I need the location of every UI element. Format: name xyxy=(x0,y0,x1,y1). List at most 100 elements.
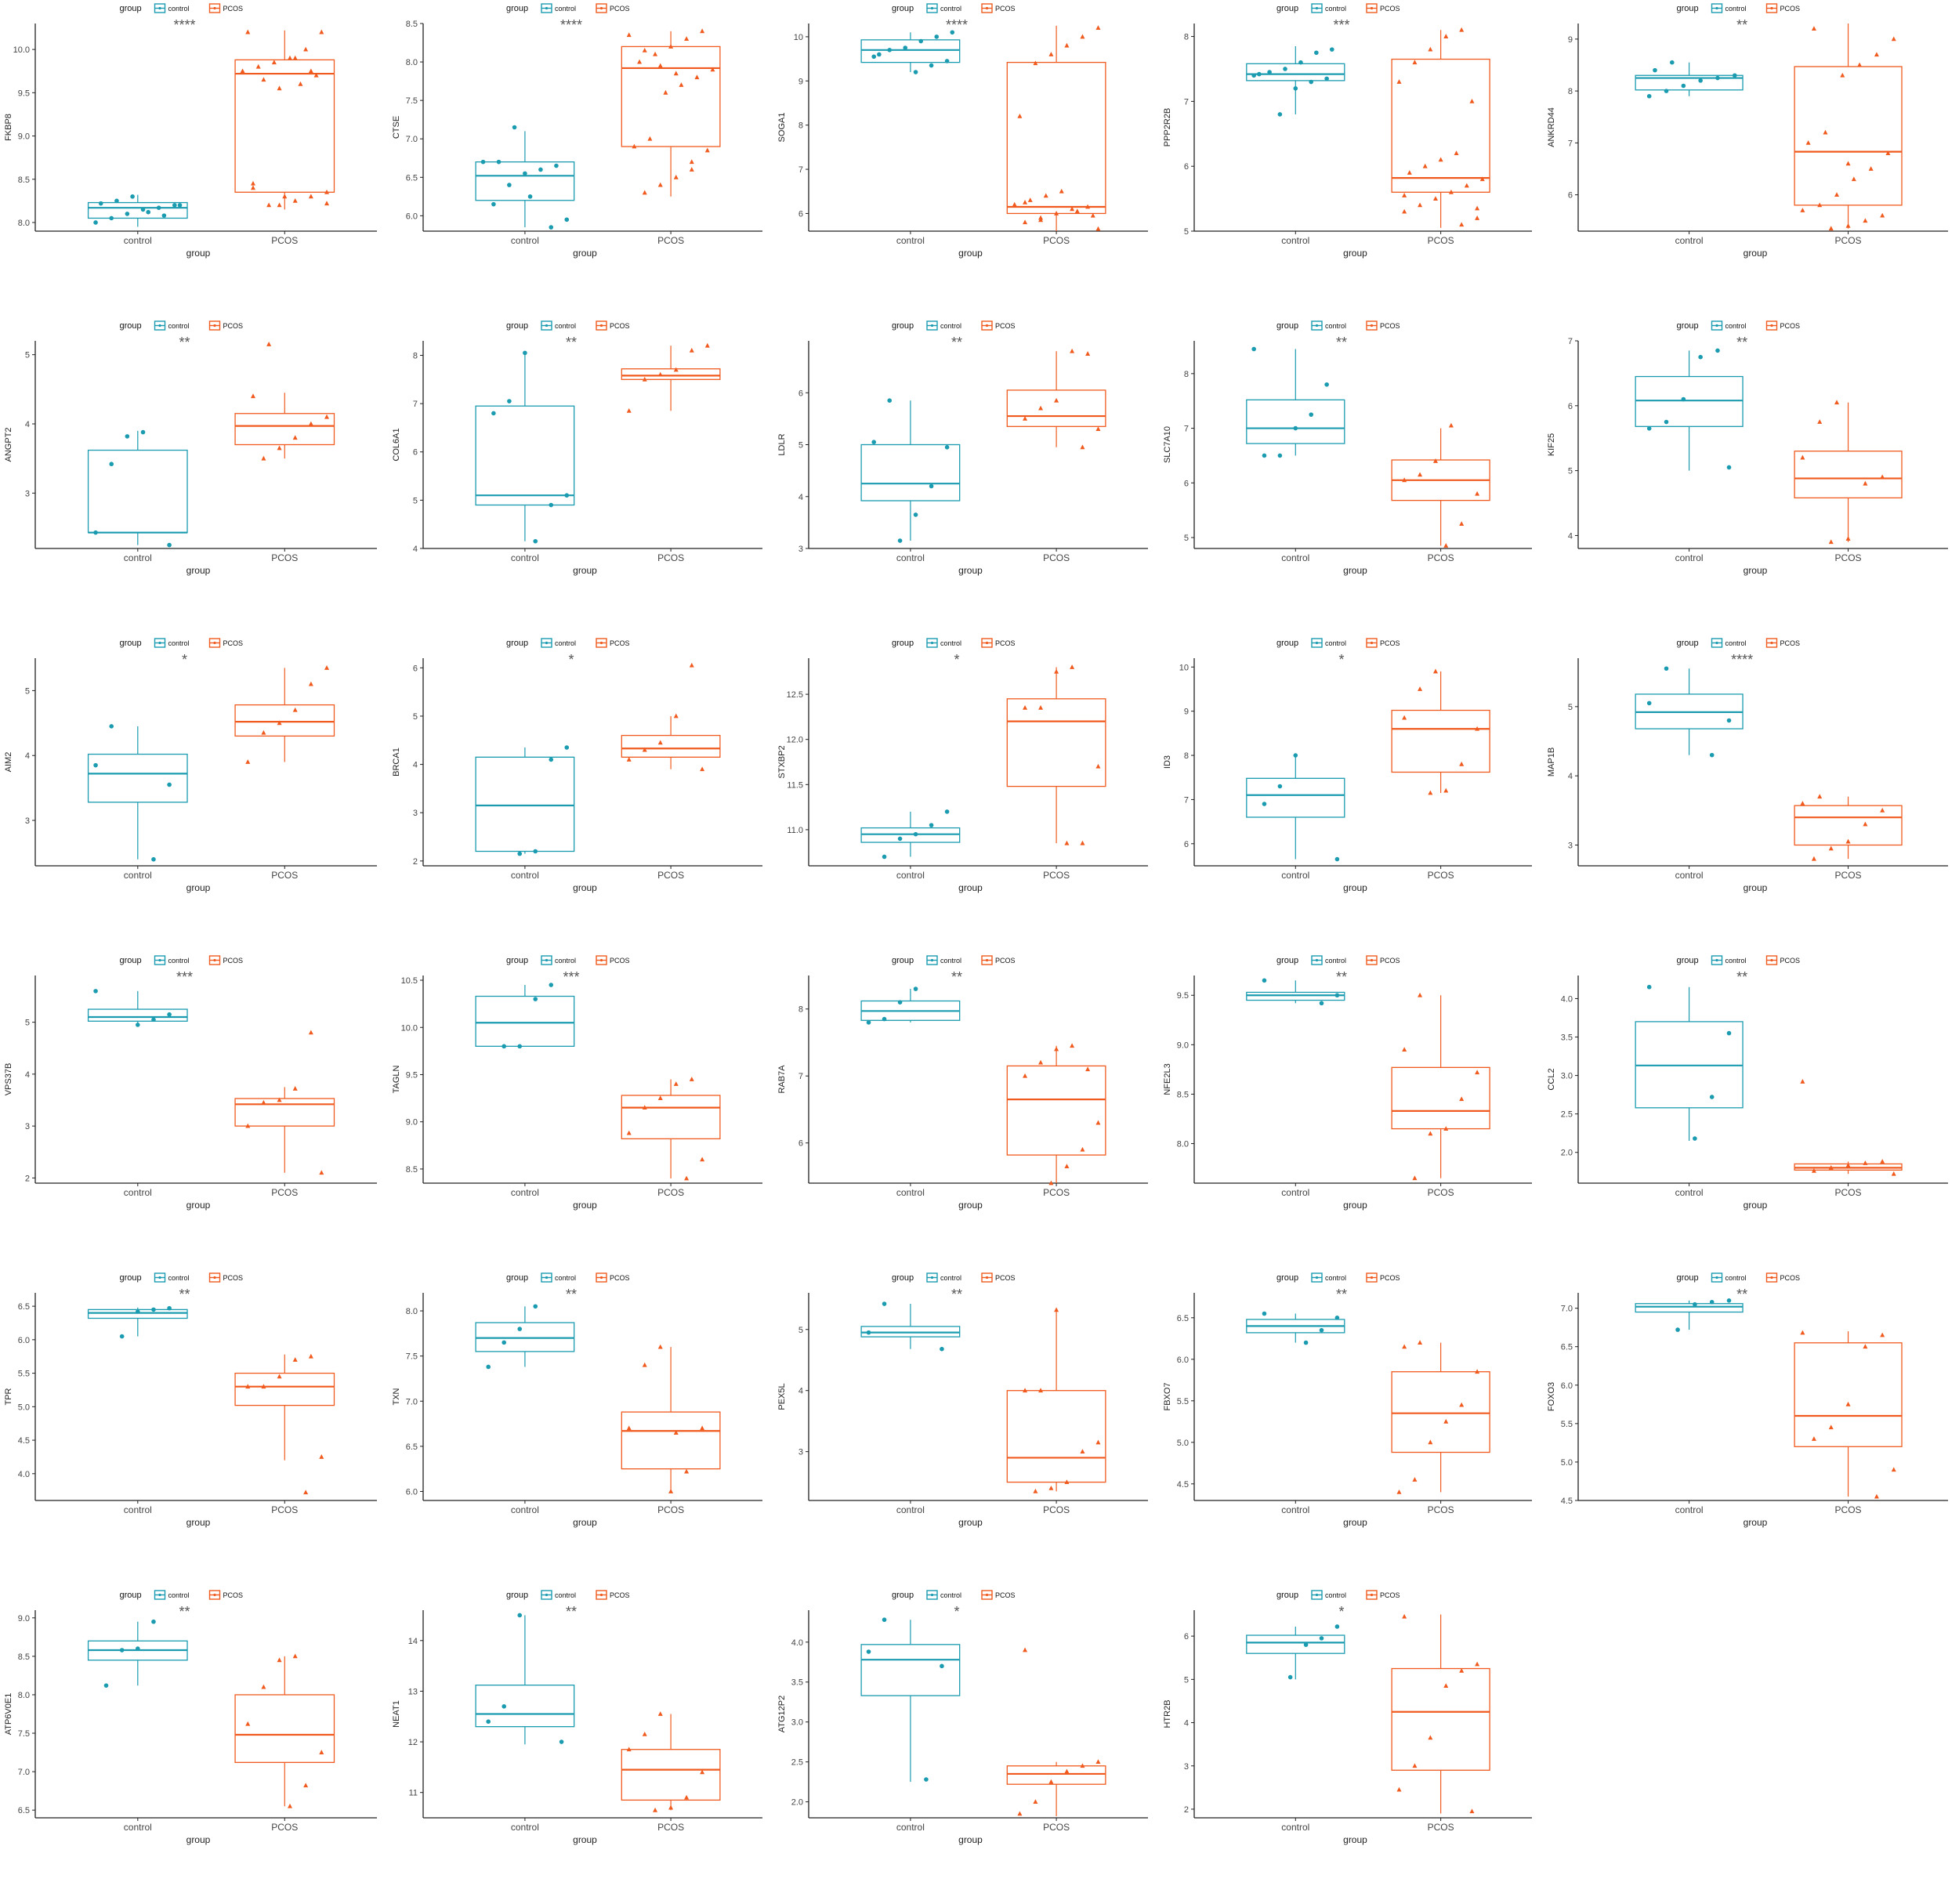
data-point xyxy=(887,48,893,52)
data-point xyxy=(167,782,172,787)
data-point xyxy=(1023,704,1028,710)
x-tick-label-control: control xyxy=(1281,552,1309,563)
data-point xyxy=(517,1327,523,1331)
data-point xyxy=(673,713,679,719)
x-axis-title: group xyxy=(1343,1200,1367,1211)
box-body xyxy=(1391,1371,1490,1453)
y-tick-label: 8.0 xyxy=(406,1307,418,1316)
y-tick-label: 6 xyxy=(798,389,803,398)
box-body xyxy=(87,753,188,803)
x-tick-label-pcos: PCOS xyxy=(1428,552,1454,563)
data-point xyxy=(140,429,146,435)
x-axis-title: group xyxy=(186,565,211,576)
legend-title: group xyxy=(892,1591,914,1600)
data-point xyxy=(303,1490,309,1495)
y-tick-label: 5 xyxy=(1184,1675,1189,1685)
y-tick-label: 8 xyxy=(1184,751,1189,761)
data-point xyxy=(277,720,282,726)
y-tick-label: 6.5 xyxy=(406,1442,418,1452)
data-point xyxy=(266,202,272,208)
legend-label-pcos: PCOS xyxy=(610,1274,630,1282)
data-point xyxy=(261,77,266,82)
x-tick-label-control: control xyxy=(896,552,925,563)
boxplot-svg: group control PCOS ** 6.5 7.0 7.5 8.0 8.5 9.0 ATP6… xyxy=(4,1590,377,1845)
y-tick-label: 4 xyxy=(1184,1719,1189,1728)
data-point xyxy=(1085,204,1091,209)
data-point xyxy=(944,809,950,814)
data-point xyxy=(657,740,663,745)
data-point xyxy=(1868,166,1874,171)
data-point xyxy=(151,1017,156,1023)
legend-title: group xyxy=(506,4,528,13)
data-point xyxy=(1432,196,1438,201)
data-point xyxy=(673,71,679,76)
data-point xyxy=(282,194,288,199)
legend-label-pcos: PCOS xyxy=(223,1591,244,1599)
x-tick-label-pcos: PCOS xyxy=(1043,1822,1070,1833)
data-point xyxy=(1653,67,1657,73)
significance-stars: ** xyxy=(566,335,577,350)
box-pcos xyxy=(1794,794,1903,861)
y-tick-label: 5 xyxy=(798,1326,803,1335)
x-tick-label-pcos: PCOS xyxy=(1428,1187,1454,1198)
y-tick-label: 4 xyxy=(25,420,30,429)
legend: group control PCOS xyxy=(892,638,1016,648)
x-axis-title: group xyxy=(1744,1200,1768,1211)
y-tick-label: 7.5 xyxy=(18,1729,30,1739)
significance-stars: * xyxy=(954,652,959,668)
y-tick-label: 6 xyxy=(1568,191,1573,201)
legend: group control PCOS xyxy=(120,955,243,965)
y-tick-label: 6 xyxy=(1184,1632,1189,1642)
data-point xyxy=(1017,1811,1023,1816)
y-tick-label: 4.5 xyxy=(18,1436,30,1446)
box-control xyxy=(87,724,188,862)
data-point xyxy=(642,1362,647,1367)
significance-stars: ** xyxy=(951,969,962,985)
data-point xyxy=(98,201,103,206)
data-point xyxy=(700,766,705,772)
data-point xyxy=(319,29,324,34)
data-point xyxy=(1064,42,1070,48)
boxplot-panel-ankrd44: group control PCOS ** 6 7 8 9 ANKRD44 control PCOS… xyxy=(1543,0,1959,317)
x-tick-label-pcos: PCOS xyxy=(271,552,298,563)
box-control xyxy=(1635,1298,1744,1332)
data-point xyxy=(1027,197,1033,202)
legend-title: group xyxy=(1276,321,1298,331)
data-point xyxy=(1709,752,1715,758)
boxplot-panel-fbxo7: group control PCOS ** 4.5 5.0 5.5 6.0 6.5 FBXO7 co… xyxy=(1159,1269,1543,1587)
legend-title: group xyxy=(1677,956,1699,965)
data-point xyxy=(172,203,177,208)
data-point xyxy=(1251,346,1256,352)
box-body xyxy=(234,1372,335,1406)
boxplot-panel-nfe2l3: group control PCOS ** 8.0 8.5 9.0 9.5 NFE2L3 cont… xyxy=(1159,952,1543,1269)
data-point xyxy=(1428,1735,1433,1740)
boxplot-panel-ccl2: group control PCOS ** 2.0 2.5 3.0 3.5 4.0 CCL2 con… xyxy=(1543,952,1959,1269)
data-point xyxy=(261,1384,266,1389)
data-point xyxy=(1023,1388,1028,1393)
data-point xyxy=(245,1123,251,1128)
x-tick-label-control: control xyxy=(1675,552,1704,563)
data-point xyxy=(1880,474,1885,480)
y-tick-label: 8.0 xyxy=(406,58,418,67)
legend-label-control: control xyxy=(168,1274,190,1282)
box-control xyxy=(475,1304,575,1370)
y-tick-label: 6 xyxy=(413,448,418,458)
box-control xyxy=(860,1301,961,1352)
legend-label-pcos: PCOS xyxy=(223,5,244,13)
data-point xyxy=(1726,1298,1732,1303)
data-point xyxy=(1412,1763,1418,1768)
data-point xyxy=(1475,1369,1480,1374)
data-point xyxy=(642,376,647,382)
y-tick-label: 8.5 xyxy=(18,176,30,185)
data-point xyxy=(1885,150,1891,156)
box-body xyxy=(1246,777,1345,818)
x-tick-label-pcos: PCOS xyxy=(271,1504,298,1515)
legend-title: group xyxy=(892,956,914,965)
significance-stars: * xyxy=(954,1604,959,1620)
boxplot-svg: group control PCOS ** 5 6 7 8 SLC7A10 control PCOS… xyxy=(1163,320,1532,576)
legend-label-control: control xyxy=(1325,5,1346,13)
data-point xyxy=(882,1301,887,1306)
y-tick-label: 5.0 xyxy=(1561,1458,1573,1468)
data-point xyxy=(1845,161,1851,166)
